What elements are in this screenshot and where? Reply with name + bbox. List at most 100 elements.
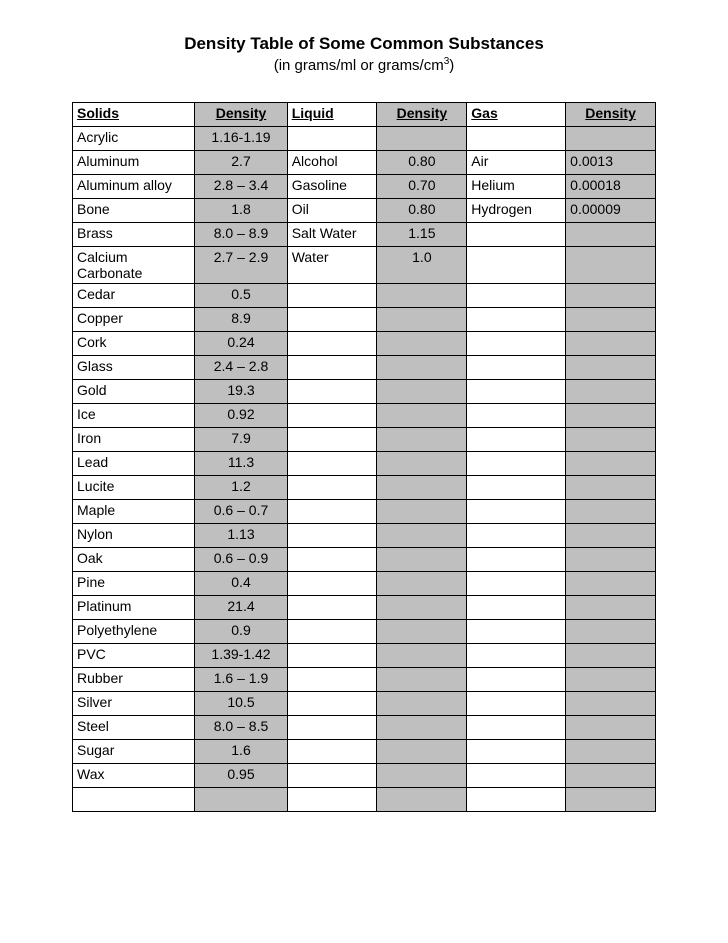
cell-gas — [467, 356, 566, 380]
table-row: Wax0.95 — [73, 764, 656, 788]
cell-liquid — [287, 500, 377, 524]
table-row: Oak0.6 – 0.9 — [73, 548, 656, 572]
cell-density-gas — [566, 404, 656, 428]
cell-liquid — [287, 548, 377, 572]
table-row: Acrylic1.16-1.19 — [73, 127, 656, 151]
col-header-density-solids: Density — [195, 103, 287, 127]
cell-density-liquid — [377, 428, 467, 452]
cell-density-solid: 11.3 — [195, 452, 287, 476]
cell-liquid — [287, 476, 377, 500]
table-row: Lucite1.2 — [73, 476, 656, 500]
table-row: Nylon1.13 — [73, 524, 656, 548]
cell-density-liquid — [377, 127, 467, 151]
cell-density-liquid: 1.15 — [377, 223, 467, 247]
col-header-density-liquid: Density — [377, 103, 467, 127]
col-header-liquid: Liquid — [287, 103, 377, 127]
cell-gas — [467, 716, 566, 740]
cell-density-liquid — [377, 620, 467, 644]
cell-liquid: Salt Water — [287, 223, 377, 247]
cell-density-solid — [195, 788, 287, 812]
cell-solid: Platinum — [73, 596, 195, 620]
cell-density-gas — [566, 524, 656, 548]
table-row: Copper8.9 — [73, 308, 656, 332]
cell-density-solid: 8.0 – 8.9 — [195, 223, 287, 247]
cell-solid: Glass — [73, 356, 195, 380]
table-row: Rubber1.6 – 1.9 — [73, 668, 656, 692]
cell-gas — [467, 284, 566, 308]
cell-liquid: Alcohol — [287, 151, 377, 175]
cell-density-solid: 1.6 – 1.9 — [195, 668, 287, 692]
cell-gas — [467, 572, 566, 596]
cell-gas — [467, 380, 566, 404]
cell-density-liquid — [377, 668, 467, 692]
table-row: Maple0.6 – 0.7 — [73, 500, 656, 524]
cell-solid: Cork — [73, 332, 195, 356]
cell-density-gas — [566, 476, 656, 500]
cell-density-solid: 2.8 – 3.4 — [195, 175, 287, 199]
cell-gas — [467, 764, 566, 788]
table-row: Brass8.0 – 8.9Salt Water1.15 — [73, 223, 656, 247]
cell-density-gas — [566, 500, 656, 524]
cell-density-liquid — [377, 476, 467, 500]
cell-solid: Nylon — [73, 524, 195, 548]
cell-density-gas — [566, 452, 656, 476]
table-row: Pine0.4 — [73, 572, 656, 596]
cell-density-liquid — [377, 308, 467, 332]
cell-solid: Maple — [73, 500, 195, 524]
cell-density-solid: 1.13 — [195, 524, 287, 548]
cell-density-gas — [566, 788, 656, 812]
cell-solid: Oak — [73, 548, 195, 572]
table-row: Silver10.5 — [73, 692, 656, 716]
cell-liquid — [287, 127, 377, 151]
cell-density-solid: 0.92 — [195, 404, 287, 428]
cell-solid: Pine — [73, 572, 195, 596]
cell-gas — [467, 452, 566, 476]
cell-density-gas — [566, 716, 656, 740]
cell-density-solid: 7.9 — [195, 428, 287, 452]
table-row: Iron7.9 — [73, 428, 656, 452]
cell-gas: Air — [467, 151, 566, 175]
table-row: Gold19.3 — [73, 380, 656, 404]
cell-density-gas: 0.00009 — [566, 199, 656, 223]
cell-solid: Wax — [73, 764, 195, 788]
cell-density-liquid — [377, 284, 467, 308]
subtitle-suffix: ) — [449, 57, 454, 74]
cell-gas — [467, 476, 566, 500]
cell-density-solid: 0.95 — [195, 764, 287, 788]
table-row: Glass2.4 – 2.8 — [73, 356, 656, 380]
cell-solid: Sugar — [73, 740, 195, 764]
cell-solid: Brass — [73, 223, 195, 247]
cell-solid: Lead — [73, 452, 195, 476]
cell-liquid — [287, 452, 377, 476]
cell-density-solid: 0.4 — [195, 572, 287, 596]
table-row: Cedar0.5 — [73, 284, 656, 308]
cell-density-solid: 2.7 — [195, 151, 287, 175]
table-body: Acrylic1.16-1.19 Aluminum2.7Alcohol0.80A… — [73, 127, 656, 812]
table-row: Ice0.92 — [73, 404, 656, 428]
cell-density-solid: 1.8 — [195, 199, 287, 223]
page-title: Density Table of Some Common Substances — [72, 34, 656, 54]
cell-density-liquid — [377, 716, 467, 740]
cell-solid: Calcium Carbonate — [73, 247, 195, 284]
cell-density-gas — [566, 380, 656, 404]
cell-liquid — [287, 620, 377, 644]
cell-solid: Gold — [73, 380, 195, 404]
cell-density-solid: 0.6 – 0.9 — [195, 548, 287, 572]
cell-density-liquid — [377, 452, 467, 476]
cell-density-gas — [566, 356, 656, 380]
cell-gas — [467, 332, 566, 356]
cell-solid — [73, 788, 195, 812]
cell-density-gas — [566, 740, 656, 764]
cell-density-liquid: 0.80 — [377, 199, 467, 223]
cell-liquid — [287, 572, 377, 596]
cell-liquid — [287, 284, 377, 308]
cell-gas — [467, 668, 566, 692]
cell-density-liquid — [377, 332, 467, 356]
cell-gas — [467, 692, 566, 716]
cell-density-solid: 19.3 — [195, 380, 287, 404]
cell-solid: Bone — [73, 199, 195, 223]
cell-density-liquid — [377, 572, 467, 596]
cell-density-liquid — [377, 356, 467, 380]
cell-solid: Rubber — [73, 668, 195, 692]
cell-gas — [467, 500, 566, 524]
